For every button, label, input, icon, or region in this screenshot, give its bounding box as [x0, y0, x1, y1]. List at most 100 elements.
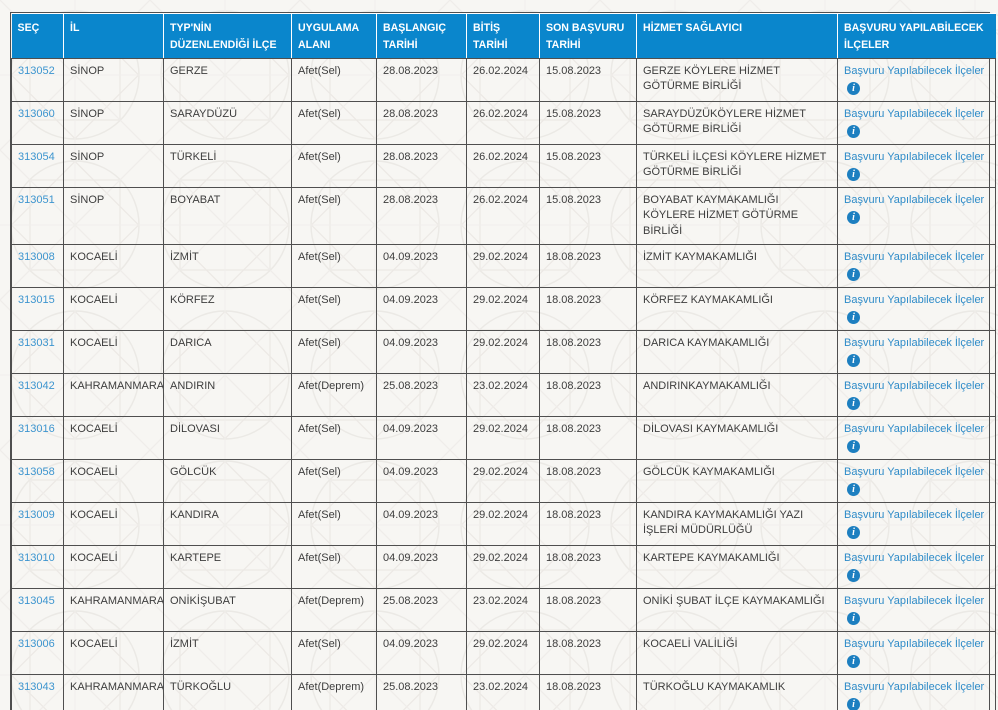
info-circle-icon: i — [847, 268, 860, 282]
cell-uygulama-alani: Afet(Sel) — [291, 545, 377, 590]
table-row: 313016 KOCAELİ DİLOVASI Afet(Sel) 04.09.2023… — [11, 416, 996, 461]
cell-ilce: KÖRFEZ — [163, 287, 292, 332]
row-select-link[interactable]: 313045 — [18, 595, 55, 608]
row-select-link[interactable]: 313009 — [18, 509, 55, 522]
row-select-link[interactable]: 313016 — [18, 423, 55, 436]
cell-bitis-tarihi: 29.02.2024 — [466, 416, 540, 461]
basvuru-yapilabilecek-ilceler-link[interactable]: Başvuru Yapılabilecek İlçeler i — [844, 65, 984, 96]
cell-basvuru-ilceler: Başvuru Yapılabilecek İlçeler i — [837, 57, 996, 102]
info-circle-icon: i — [847, 698, 860, 710]
column-header-basvuru: BAŞVURU YAPILABİLECEK İLÇELER — [837, 13, 996, 59]
cell-sec: 313006 — [11, 631, 64, 676]
info-circle-icon: i — [847, 354, 860, 368]
row-select-link[interactable]: 313042 — [18, 380, 55, 393]
basvuru-yapilabilecek-ilceler-link[interactable]: Başvuru Yapılabilecek İlçeler i — [844, 681, 984, 710]
basvuru-yapilabilecek-ilceler-link[interactable]: Başvuru Yapılabilecek İlçeler i — [844, 380, 985, 411]
cell-son-basvuru-tarihi: 18.08.2023 — [539, 674, 637, 710]
basvuru-yapilabilecek-ilceler-link[interactable]: Başvuru Yapılabilecek İlçeler i — [844, 466, 984, 497]
cell-sec: 313008 — [11, 244, 64, 289]
cell-bitis-tarihi: 26.02.2024 — [466, 100, 540, 145]
cell-uygulama-alani: Afet(Sel) — [291, 459, 377, 504]
cell-uygulama-alani: Afet(Sel) — [291, 100, 377, 145]
cell-son-basvuru-tarihi: 18.08.2023 — [539, 416, 637, 461]
cell-sec: 313051 — [11, 186, 64, 246]
cell-hizmet-saglayici: ONİKİ ŞUBAT İLÇE KAYMAKAMLIĞI — [636, 588, 838, 633]
row-select-link[interactable]: 313010 — [18, 552, 55, 565]
basvuru-yapilabilecek-ilceler-link[interactable]: Başvuru Yapılabilecek İlçeler i — [844, 251, 984, 282]
column-header-id: SEÇ — [11, 13, 64, 59]
cell-basvuru-ilceler: Başvuru Yapılabilecek İlçeler i — [837, 100, 996, 145]
cell-il: SİNOP — [63, 143, 164, 188]
cell-basvuru-ilceler: Başvuru Yapılabilecek İlçeler i — [837, 186, 996, 246]
basvuru-yapilabilecek-ilceler-link[interactable]: Başvuru Yapılabilecek İlçeler i — [844, 552, 984, 583]
row-select-link[interactable]: 313060 — [18, 107, 55, 120]
cell-ilce: KARTEPE — [163, 545, 292, 590]
column-header-ilce: TYP'NİN DÜZENLENDİĞİ İLÇE — [163, 13, 292, 59]
row-select-link[interactable]: 313006 — [18, 638, 55, 651]
basvuru-yapilabilecek-ilceler-link[interactable]: Başvuru Yapılabilecek İlçeler i — [844, 194, 984, 225]
cell-ilce: TÜRKELİ — [163, 143, 292, 188]
cell-il: KOCAELİ — [63, 459, 164, 504]
row-select-link[interactable]: 313058 — [18, 466, 55, 479]
cell-baslangic-tarihi: 25.08.2023 — [376, 373, 467, 418]
basvuru-link-label: Başvuru Yapılabilecek İlçeler — [844, 380, 985, 393]
cell-baslangic-tarihi: 04.09.2023 — [376, 416, 467, 461]
basvuru-yapilabilecek-ilceler-link[interactable]: Başvuru Yapılabilecek İlçeler i — [844, 595, 984, 626]
cell-bitis-tarihi: 29.02.2024 — [466, 631, 540, 676]
basvuru-yapilabilecek-ilceler-link[interactable]: Başvuru Yapılabilecek İlçeler i — [844, 423, 984, 454]
cell-ilce: TÜRKOĞLU — [163, 674, 292, 710]
row-select-link[interactable]: 313054 — [18, 150, 55, 163]
cell-son-basvuru-tarihi: 18.08.2023 — [539, 244, 637, 289]
table-row: 313031 KOCAELİ DARICA Afet(Sel) 04.09.2023 29… — [11, 330, 996, 375]
cell-hizmet-saglayici: DİLOVASI KAYMAKAMLIĞI — [636, 416, 838, 461]
table-header-row: SEÇ İL TYP'NİN DÜZENLENDİĞİ İLÇE UYGULAMA A… — [11, 13, 996, 59]
cell-bitis-tarihi: 23.02.2024 — [466, 674, 540, 710]
info-circle-icon: i — [847, 526, 860, 540]
table-row: 313009 KOCAELİ KANDIRA Afet(Sel) 04.09.2023 2… — [11, 502, 996, 547]
column-header-son_basvuru: SON BAŞVURU TARİHİ — [539, 13, 637, 59]
cell-basvuru-ilceler: Başvuru Yapılabilecek İlçeler i — [837, 244, 996, 289]
cell-son-basvuru-tarihi: 15.08.2023 — [539, 186, 637, 246]
basvuru-link-label: Başvuru Yapılabilecek İlçeler — [844, 150, 985, 163]
cell-hizmet-saglayici: KARTEPE KAYMAKAMLIĞI — [636, 545, 838, 590]
info-circle-icon: i — [847, 569, 860, 583]
cell-basvuru-ilceler: Başvuru Yapılabilecek İlçeler i — [837, 588, 996, 633]
row-select-link[interactable]: 313015 — [18, 294, 55, 307]
cell-baslangic-tarihi: 04.09.2023 — [376, 244, 467, 289]
cell-uygulama-alani: Afet(Sel) — [291, 416, 377, 461]
info-circle-icon: i — [847, 612, 860, 626]
info-circle-icon: i — [847, 440, 860, 454]
cell-hizmet-saglayici: GÖLCÜK KAYMAKAMLIĞI — [636, 459, 838, 504]
cell-baslangic-tarihi: 04.09.2023 — [376, 330, 467, 375]
cell-ilce: İZMİT — [163, 244, 292, 289]
cell-ilce: İZMİT — [163, 631, 292, 676]
basvuru-yapilabilecek-ilceler-link[interactable]: Başvuru Yapılabilecek İlçeler i — [844, 509, 984, 540]
row-select-link[interactable]: 313008 — [18, 251, 55, 264]
basvuru-yapilabilecek-ilceler-link[interactable]: Başvuru Yapılabilecek İlçeler i — [844, 337, 984, 368]
row-select-link[interactable]: 313043 — [18, 681, 55, 694]
cell-baslangic-tarihi: 28.08.2023 — [376, 143, 467, 188]
row-select-link[interactable]: 313031 — [18, 337, 55, 350]
cell-baslangic-tarihi: 04.09.2023 — [376, 287, 467, 332]
cell-son-basvuru-tarihi: 15.08.2023 — [539, 57, 637, 102]
cell-basvuru-ilceler: Başvuru Yapılabilecek İlçeler i — [837, 502, 996, 547]
cell-bitis-tarihi: 23.02.2024 — [466, 373, 540, 418]
basvuru-yapilabilecek-ilceler-link[interactable]: Başvuru Yapılabilecek İlçeler i — [844, 150, 985, 182]
cell-hizmet-saglayici: DARICA KAYMAKAMLIĞI — [636, 330, 838, 375]
cell-son-basvuru-tarihi: 18.08.2023 — [539, 502, 637, 547]
cell-il: KOCAELİ — [63, 416, 164, 461]
cell-uygulama-alani: Afet(Sel) — [291, 57, 377, 102]
basvuru-link-label: Başvuru Yapılabilecek İlçeler — [844, 294, 985, 307]
cell-il: KOCAELİ — [63, 330, 164, 375]
cell-ilce: DİLOVASI — [163, 416, 292, 461]
cell-basvuru-ilceler: Başvuru Yapılabilecek İlçeler i — [837, 416, 996, 461]
basvuru-yapilabilecek-ilceler-link[interactable]: Başvuru Yapılabilecek İlçeler i — [844, 294, 985, 325]
row-select-link[interactable]: 313051 — [18, 193, 55, 206]
row-select-link[interactable]: 313052 — [18, 64, 55, 77]
cell-basvuru-ilceler: Başvuru Yapılabilecek İlçeler i — [837, 674, 996, 710]
typ-programs-table: SEÇ İL TYP'NİN DÜZENLENDİĞİ İLÇE UYGULAMA A… — [11, 13, 996, 710]
cell-sec: 313043 — [11, 674, 64, 710]
basvuru-yapilabilecek-ilceler-link[interactable]: Başvuru Yapılabilecek İlçeler i — [844, 108, 984, 139]
cell-bitis-tarihi: 29.02.2024 — [466, 244, 540, 289]
basvuru-yapilabilecek-ilceler-link[interactable]: Başvuru Yapılabilecek İlçeler i — [844, 638, 984, 669]
